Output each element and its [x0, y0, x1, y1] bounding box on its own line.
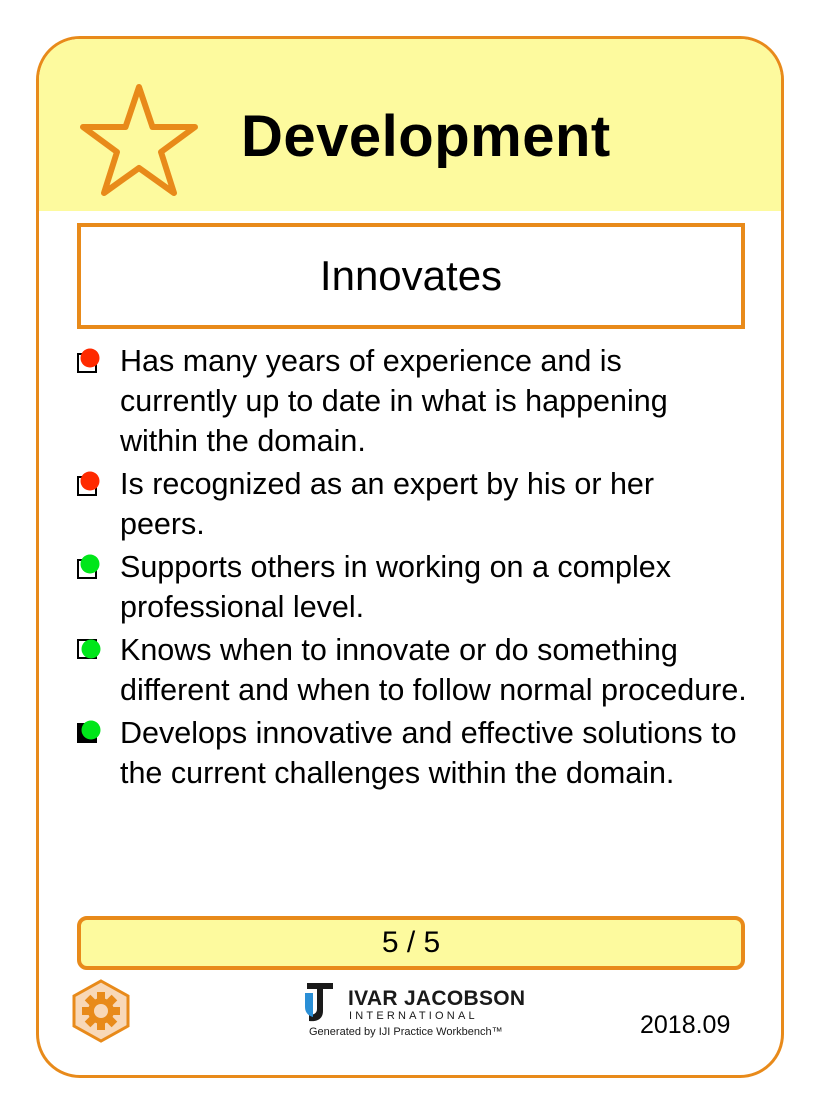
progress-indicator: 5 / 5: [77, 916, 745, 970]
checklist-item-text: Supports others in working on a complex …: [120, 550, 671, 624]
checklist-item-text: Develops innovative and effective soluti…: [120, 716, 737, 790]
checklist-item-text: Has many years of experience and is curr…: [120, 344, 668, 458]
generated-by-text: Generated by IJI Practice Workbench™: [309, 1026, 503, 1038]
checklist-item: Has many years of experience and is curr…: [77, 341, 747, 461]
ivar-jacobson-logo-icon: [305, 983, 333, 1022]
state-name: Innovates: [319, 252, 503, 299]
logo-subtitle: INTERNATIONAL: [349, 1010, 478, 1022]
logo-name: IVAR JACOBSON: [348, 987, 526, 1010]
green-status-dot-icon: [77, 720, 101, 743]
green-status-dot-icon: [77, 554, 100, 579]
checklist-item: Supports others in working on a complex …: [77, 547, 747, 627]
state-card: Development Innovates Has many years of …: [36, 36, 784, 1078]
gear-icon: [72, 979, 130, 1043]
version-label: 2018.09: [640, 1011, 731, 1039]
red-status-dot-icon: [77, 471, 100, 496]
checklist-item: Develops innovative and effective soluti…: [77, 713, 747, 793]
checklist-item: Is recognized as an expert by his or her…: [77, 464, 747, 544]
green-status-dot-icon: [77, 639, 101, 659]
star-icon: [80, 84, 198, 196]
checklist-item: Knows when to innovate or do something d…: [77, 630, 747, 710]
state-name-box: Innovates: [77, 223, 745, 329]
card-title: Development: [241, 104, 611, 169]
card-header: Development: [39, 39, 781, 211]
checklist-item-text: Knows when to innovate or do something d…: [120, 633, 747, 707]
progress-text: 5 / 5: [381, 926, 441, 959]
checklist: Has many years of experience and is curr…: [77, 341, 747, 796]
checklist-item-text: Is recognized as an expert by his or her…: [120, 467, 655, 541]
company-logo: IVAR JACOBSON INTERNATIONAL Generated by…: [301, 979, 531, 1043]
red-status-dot-icon: [77, 348, 100, 373]
